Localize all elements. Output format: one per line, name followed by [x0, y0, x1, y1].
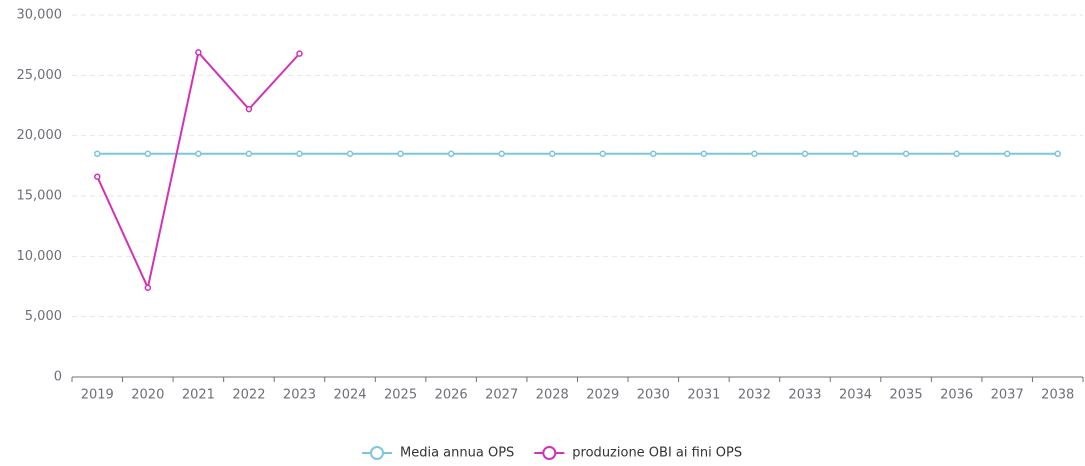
data-point	[346, 150, 354, 158]
x-tick-label: 2021	[182, 388, 215, 403]
x-tick-label: 2025	[384, 388, 417, 403]
legend-icon-dot	[542, 446, 557, 460]
y-tick-label: 20,000	[17, 128, 63, 143]
data-point	[195, 150, 202, 158]
x-tick-label: 2038	[1041, 388, 1074, 403]
data-point	[144, 284, 152, 291]
legend-item[interactable]: Media annua OPS	[362, 446, 514, 461]
data-point	[245, 150, 253, 158]
y-tick-label: 0	[54, 370, 62, 385]
data-point	[498, 150, 505, 158]
x-tick-label: 2026	[435, 388, 468, 403]
data-point	[397, 150, 404, 158]
x-tick-label: 2034	[839, 388, 872, 403]
x-tick-label: 2023	[283, 388, 316, 403]
data-point	[801, 150, 809, 158]
x-tick-label: 2030	[637, 388, 670, 403]
data-point	[700, 150, 708, 158]
legend-label: produzione OBI ai fini OPS	[572, 446, 742, 461]
data-point	[1003, 150, 1011, 158]
series-line	[96, 50, 301, 291]
data-point	[953, 150, 960, 158]
x-tick-label: 2027	[485, 388, 518, 403]
data-point	[94, 150, 101, 158]
y-tick-label: 25,000	[17, 68, 63, 83]
legend: Media annua OPS produzione OBI ai fini OP…	[362, 446, 742, 461]
x-tick-label: 2029	[586, 388, 619, 403]
data-point	[599, 150, 607, 158]
legend-icon-dot	[370, 446, 384, 460]
x-tick-label: 2019	[81, 388, 114, 403]
y-tick-label: 5,000	[25, 309, 62, 324]
x-tick-label: 2020	[131, 388, 164, 403]
x-tick-label: 2031	[687, 388, 720, 403]
data-point	[296, 50, 303, 57]
x-tick-label: 2032	[738, 388, 771, 403]
y-tick-label: 30,000	[17, 8, 63, 23]
x-tick-label: 2028	[536, 388, 569, 403]
data-point	[447, 150, 455, 158]
data-point	[1054, 150, 1061, 158]
legend-label: Media annua OPS	[400, 446, 514, 461]
data-point	[195, 49, 202, 56]
data-point	[751, 150, 758, 158]
data-point	[94, 173, 101, 180]
x-tick-label: 2033	[788, 388, 821, 403]
data-point	[144, 150, 152, 158]
x-tick-label: 2037	[991, 388, 1024, 403]
data-point	[902, 150, 910, 158]
x-tick-label: 2022	[232, 388, 265, 403]
data-point	[650, 150, 657, 158]
legend-item[interactable]: produzione OBI ai fini OPS	[534, 446, 742, 461]
x-tick-label: 2035	[890, 388, 923, 403]
data-point	[245, 105, 253, 113]
x-tick-label: 2024	[333, 388, 366, 403]
data-point	[296, 150, 303, 158]
data-point	[852, 150, 859, 158]
y-tick-label: 10,000	[17, 249, 63, 264]
y-tick-label: 15,000	[17, 189, 63, 204]
x-tick-label: 2036	[940, 388, 973, 403]
data-point	[548, 150, 556, 158]
